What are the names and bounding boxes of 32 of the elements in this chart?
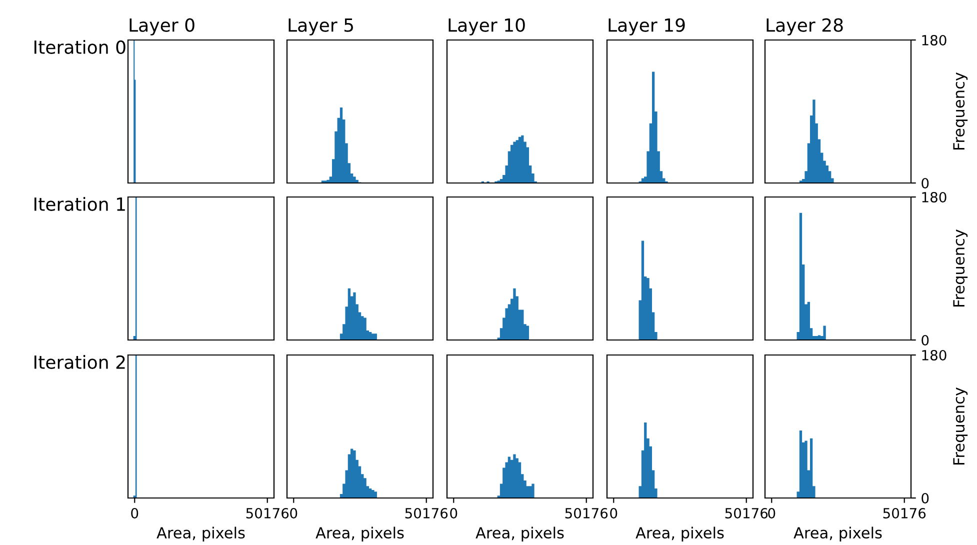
y-tick-label: 180 <box>922 192 946 202</box>
y-axis-title: Frequency <box>953 229 968 306</box>
y-axis-title: Iteration 0 <box>34 40 126 54</box>
x-tick-label: 50176 <box>405 508 448 518</box>
y-tick-label: 0 <box>922 178 929 188</box>
x-tick-label: 50176 <box>725 508 768 518</box>
y-axis-title: Iteration 1 <box>34 197 125 211</box>
x-tick-label: 0 <box>131 508 138 518</box>
y-axis-title: Iteration 2 <box>34 355 125 369</box>
x-tick-label: 0 <box>290 508 298 518</box>
x-tick-label: 0 <box>610 508 618 518</box>
x-tick-label: 50176 <box>565 508 608 518</box>
chart-title: Layer 0 <box>130 18 194 36</box>
x-axis-title: Area, pixels <box>156 526 245 542</box>
y-axis-title: Frequency <box>953 387 968 464</box>
y-tick-label: 180 <box>922 350 946 360</box>
x-tick-label: 0 <box>768 508 776 518</box>
chart-title: Layer 28 <box>766 18 843 36</box>
x-axis-title: Area, pixels <box>476 526 564 542</box>
chart-title: Layer 10 <box>448 18 525 36</box>
x-tick-label: 0 <box>450 508 458 518</box>
chart-title: Layer 5 <box>288 18 353 36</box>
chart-title: Layer 19 <box>608 18 685 36</box>
y-tick-label: 180 <box>922 34 946 46</box>
x-tick-label: 50176 <box>883 508 926 518</box>
y-axis-title: Frequency <box>953 72 968 150</box>
x-axis-title: Area, pixels <box>316 526 404 542</box>
y-tick-label: 0 <box>922 334 929 346</box>
y-tick-label: 0 <box>922 492 929 504</box>
x-axis-title: Area, pixels <box>794 526 882 542</box>
x-axis-title: Area, pixels <box>636 526 724 542</box>
x-tick-label: 50176 <box>246 508 289 518</box>
